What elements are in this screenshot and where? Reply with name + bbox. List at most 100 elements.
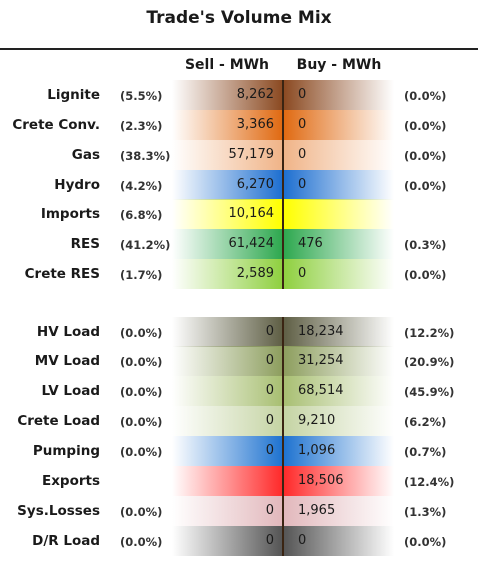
- row-label: Lignite: [47, 87, 100, 103]
- sell-percent: (0.0%): [120, 505, 163, 519]
- table-row: Imports (6.8%) 10,164: [0, 199, 478, 229]
- row-label: Pumping: [32, 443, 100, 459]
- row-label: Crete RES: [24, 266, 100, 282]
- buy-value: 0: [298, 87, 307, 102]
- sell-value: 10,164: [228, 206, 275, 221]
- buy-bar: 1,096: [284, 436, 394, 466]
- row-label: Crete Conv.: [12, 117, 100, 133]
- column-separator: [282, 376, 284, 406]
- buy-percent: (0.0%): [404, 89, 447, 103]
- buy-value: 18,234: [298, 324, 344, 339]
- buy-bar: 31,254: [284, 346, 394, 376]
- table-row: RES (41.2%) 61,424 476 (0.3%): [0, 229, 478, 259]
- sell-value: 0: [265, 443, 274, 458]
- sell-percent: (1.7%): [120, 268, 163, 282]
- row-label: LV Load: [41, 383, 100, 399]
- sell-bar: 10,164: [172, 199, 282, 229]
- buy-percent: (12.2%): [404, 326, 455, 340]
- table-row: Gas (38.3%) 57,179 0 (0.0%): [0, 140, 478, 170]
- row-label: Exports: [41, 473, 100, 489]
- table-row: Hydro (4.2%) 6,270 0 (0.0%): [0, 170, 478, 200]
- table-row: Crete RES (1.7%) 2,589 0 (0.0%): [0, 259, 478, 289]
- sell-value: 3,366: [236, 117, 274, 132]
- sell-bar: 0: [172, 436, 282, 466]
- sell-bar: 0: [172, 406, 282, 436]
- sell-value: 0: [265, 503, 274, 518]
- buy-bar: 0: [284, 110, 394, 140]
- buy-value: 476: [298, 236, 323, 251]
- buy-bar: 9,210: [284, 406, 394, 436]
- table-row: MV Load (0.0%) 0 31,254 (20.9%): [0, 346, 478, 376]
- sell-percent: (5.5%): [120, 89, 163, 103]
- buy-percent: (0.0%): [404, 149, 447, 163]
- sell-value: 57,179: [228, 147, 275, 162]
- buy-bar: 18,234: [284, 317, 394, 347]
- column-separator: [282, 406, 284, 436]
- column-separator: [282, 140, 284, 170]
- buy-bar: 0: [284, 526, 394, 556]
- sell-column-header: Sell - MWh: [184, 57, 270, 73]
- buy-value: 0: [298, 533, 307, 548]
- buy-value: 68,514: [298, 383, 344, 398]
- sell-value: 0: [265, 324, 274, 339]
- buy-value: 1,096: [298, 443, 336, 458]
- table-row: D/R Load (0.0%) 0 0 (0.0%): [0, 526, 478, 556]
- sell-bar: 3,366: [172, 110, 282, 140]
- buy-value: 31,254: [298, 353, 344, 368]
- buy-percent: (0.0%): [404, 535, 447, 549]
- sell-percent: (6.8%): [120, 208, 163, 222]
- buy-percent: (6.2%): [404, 415, 447, 429]
- buy-percent: (20.9%): [404, 355, 455, 369]
- row-label: Sys.Losses: [17, 503, 100, 519]
- sell-bar: 57,179: [172, 140, 282, 170]
- title-divider: [0, 48, 478, 50]
- buy-bar: [284, 199, 394, 229]
- row-label: MV Load: [34, 353, 100, 369]
- buy-bar: 0: [284, 259, 394, 289]
- row-label: Imports: [40, 206, 100, 222]
- buy-percent: (45.9%): [404, 385, 455, 399]
- table-row: Pumping (0.0%) 0 1,096 (0.7%): [0, 436, 478, 466]
- row-label: Hydro: [54, 177, 100, 193]
- buy-bar: 0: [284, 140, 394, 170]
- buy-percent: (0.0%): [404, 268, 447, 282]
- row-label: Crete Load: [17, 413, 100, 429]
- column-separator: [282, 80, 284, 110]
- buy-value: 18,506: [298, 473, 344, 488]
- sell-percent: (0.0%): [120, 385, 163, 399]
- buy-bar: 1,965: [284, 496, 394, 526]
- buy-bar: 68,514: [284, 376, 394, 406]
- sell-value: 0: [265, 533, 274, 548]
- table-row: Crete Conv. (2.3%) 3,366 0 (0.0%): [0, 110, 478, 140]
- column-separator: [282, 110, 284, 140]
- sell-percent: (0.0%): [120, 445, 163, 459]
- buy-value: 9,210: [298, 413, 336, 428]
- row-label: HV Load: [36, 324, 100, 340]
- column-separator: [282, 436, 284, 466]
- sell-bar: 61,424: [172, 229, 282, 259]
- column-separator: [282, 466, 284, 496]
- table-row: Lignite (5.5%) 8,262 0 (0.0%): [0, 80, 478, 110]
- sell-bar: 0: [172, 496, 282, 526]
- table-row: Sys.Losses (0.0%) 0 1,965 (1.3%): [0, 496, 478, 526]
- page-title: Trade's Volume Mix: [146, 8, 332, 28]
- sell-value: 61,424: [228, 236, 275, 251]
- sell-value: 0: [265, 383, 274, 398]
- sell-bar: 0: [172, 376, 282, 406]
- buy-percent: (12.4%): [404, 475, 455, 489]
- buy-percent: (0.3%): [404, 238, 447, 252]
- sell-bar: 0: [172, 346, 282, 376]
- column-separator: [282, 317, 284, 347]
- table-row: HV Load (0.0%) 0 18,234 (12.2%): [0, 317, 478, 347]
- buy-value: 1,965: [298, 503, 336, 518]
- sell-bar: 2,589: [172, 259, 282, 289]
- buy-percent: (0.0%): [404, 179, 447, 193]
- sell-bar: 6,270: [172, 170, 282, 200]
- buy-percent: (0.7%): [404, 445, 447, 459]
- table-row: Crete Load (0.0%) 0 9,210 (6.2%): [0, 406, 478, 436]
- buy-percent: (1.3%): [404, 505, 447, 519]
- row-label: Gas: [71, 147, 100, 163]
- sell-percent: (0.0%): [120, 535, 163, 549]
- sell-value: 0: [265, 353, 274, 368]
- column-separator: [282, 199, 284, 229]
